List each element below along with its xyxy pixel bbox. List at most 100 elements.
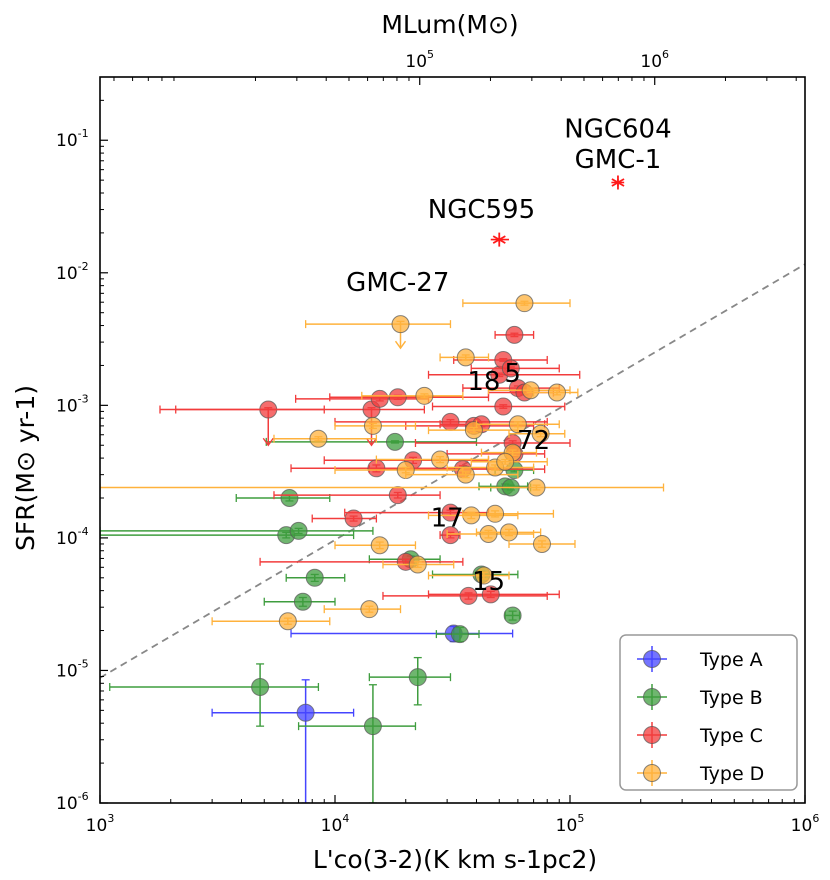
plot-clipped-layer	[100, 175, 805, 803]
data-point	[385, 432, 404, 451]
data-point	[464, 421, 483, 440]
data-point	[481, 585, 500, 604]
y-tick-exp: -1	[78, 127, 89, 140]
y-tick-base: 10	[56, 396, 78, 416]
data-point	[408, 668, 427, 687]
top-tick-exp: 5	[427, 48, 434, 61]
y-tick-label: 10-5	[56, 657, 89, 681]
x-tick-exp: 5	[577, 812, 584, 825]
star-marker-stroke	[611, 178, 625, 187]
top-tick-label: 106	[640, 48, 669, 72]
annotation-label: 15	[472, 567, 505, 597]
top-tick-base: 10	[640, 52, 662, 72]
top-tick-exp: 6	[662, 48, 669, 61]
y-tick-label: 10-6	[56, 790, 89, 814]
y-tick-exp: -6	[78, 790, 89, 803]
top-tick-label: 105	[405, 48, 434, 72]
x-tick-exp: 6	[812, 812, 819, 825]
data-point	[459, 586, 478, 605]
x-tick-exp: 4	[342, 812, 349, 825]
y-tick-exp: -4	[78, 525, 89, 538]
data-point	[479, 525, 498, 544]
data-point	[388, 486, 407, 505]
annotation-label: GMC-1	[575, 145, 662, 175]
y-tick-base: 10	[56, 661, 78, 681]
y-axis-title: SFR(M⊙ yr-1)	[11, 385, 40, 551]
data-point	[441, 526, 460, 545]
annotation-label: 17	[431, 503, 464, 533]
upper-limit-arrow	[394, 340, 407, 350]
data-point	[408, 555, 427, 574]
data-point	[515, 294, 534, 313]
data-point	[532, 534, 551, 553]
top-tick-base: 10	[405, 52, 427, 72]
x-tick-base: 10	[321, 816, 343, 836]
y-tick-exp: -2	[78, 260, 89, 273]
data-point	[503, 606, 522, 625]
legend-label: Type D	[699, 763, 764, 785]
annotation-label: NGC595	[428, 195, 535, 225]
data-point	[431, 450, 450, 469]
data-point	[391, 315, 410, 334]
y-tick-base: 10	[56, 264, 78, 284]
x-tick-base: 10	[86, 816, 108, 836]
annotation-label: GMC-27	[346, 268, 449, 298]
legend-marker	[643, 764, 661, 782]
legend-label: Type A	[699, 649, 763, 671]
data-point	[289, 521, 308, 540]
data-point	[456, 348, 475, 367]
legend: Type A Type B Type C Type D	[619, 634, 798, 791]
legend-label: Type B	[699, 687, 763, 709]
trend-line	[100, 263, 805, 679]
legend-item-type-c: Type C	[637, 722, 763, 748]
y-tick-base: 10	[56, 131, 78, 151]
x-tick-label: 104	[321, 812, 350, 836]
legend-marker	[643, 726, 661, 744]
data-point	[496, 452, 515, 471]
y-tick-label: 10-1	[56, 127, 89, 151]
y-tick-exp: -5	[78, 657, 89, 670]
legend-item-type-d: Type D	[637, 760, 764, 786]
data-point	[462, 506, 481, 525]
annotation-label: NGC604	[564, 114, 671, 144]
data-point	[296, 703, 315, 722]
star-marker-stroke	[492, 235, 506, 244]
x-tick-base: 10	[556, 816, 578, 836]
data-point	[527, 478, 546, 497]
y-tick-label: 10-2	[56, 260, 89, 284]
data-point	[531, 424, 550, 443]
data-point	[441, 503, 460, 522]
legend-box	[619, 634, 798, 791]
data-point	[499, 523, 518, 542]
y-tick-exp: -3	[78, 392, 89, 405]
data-point	[293, 592, 312, 611]
y-tick-base: 10	[56, 529, 78, 549]
upper-limit-arrow	[365, 437, 378, 447]
data-point	[474, 566, 493, 585]
data-point	[547, 383, 566, 402]
data-point	[456, 465, 475, 484]
data-point	[508, 415, 527, 434]
data-point	[388, 388, 407, 407]
x-axis-title: L'co(3-2)(K km s-1pc2)	[313, 845, 597, 874]
data-point	[501, 359, 520, 378]
data-point	[370, 536, 389, 555]
special-point	[611, 175, 625, 190]
data-point	[360, 600, 379, 619]
legend-marker	[643, 688, 661, 706]
data-point	[309, 429, 328, 448]
data-point	[450, 625, 469, 644]
special-point	[490, 232, 509, 247]
x-tick-label: 106	[791, 812, 820, 836]
annotation-label: 72	[517, 426, 550, 456]
legend-item-type-b: Type B	[637, 684, 763, 710]
annotation-label: 18	[467, 367, 500, 397]
data-point	[278, 612, 297, 631]
data-point	[486, 504, 505, 523]
data-point	[251, 678, 270, 697]
data-point	[494, 397, 513, 416]
top-axis-title: MLum(M⊙)	[381, 10, 518, 39]
series-type-b	[100, 432, 535, 803]
